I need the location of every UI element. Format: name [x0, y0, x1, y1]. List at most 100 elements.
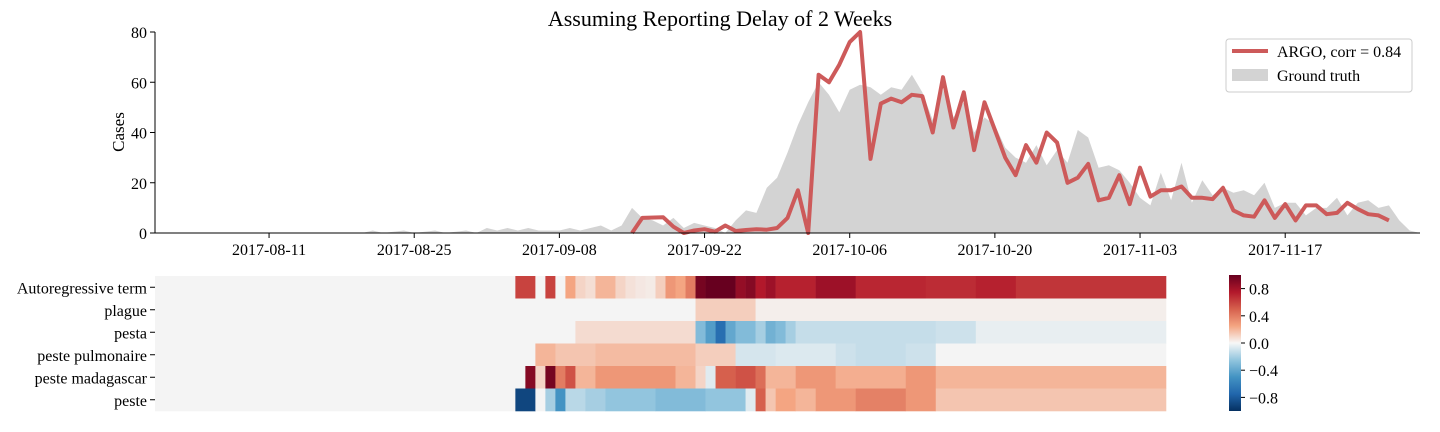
x-tick-label: 2017-11-17	[1248, 242, 1322, 259]
heatmap-cell	[975, 276, 1017, 299]
heatmap-cell	[705, 388, 746, 412]
heatmap-cell	[695, 276, 706, 299]
x-tick-label: 2017-09-22	[667, 242, 742, 259]
heatmap-cell	[765, 276, 776, 299]
heatmap-cell	[715, 321, 726, 344]
heatmap-cell	[905, 388, 937, 412]
heatmap-cell	[605, 388, 656, 412]
heatmap-cell	[575, 276, 586, 299]
heatmap-cell	[695, 343, 736, 367]
heatmap-row-label: plague	[104, 303, 147, 320]
heatmap-cell	[515, 276, 536, 299]
heatmap-cell	[935, 366, 977, 389]
heatmap-cell	[575, 321, 696, 344]
heatmap-cell	[155, 343, 536, 367]
x-tick-label: 2017-10-20	[958, 242, 1033, 259]
heatmap-cell	[905, 343, 937, 367]
heatmap-cell	[155, 388, 516, 412]
heatmap-cell	[735, 321, 756, 344]
heatmap-cell	[755, 366, 766, 389]
heatmap-cell	[595, 276, 616, 299]
x-tick-label: 2017-08-11	[232, 242, 306, 259]
heatmap-cell	[665, 276, 676, 299]
heatmap-cell	[775, 321, 786, 344]
heatmap-cell	[565, 388, 586, 412]
heatmap-cell	[1015, 276, 1167, 299]
legend-argo-label: ARGO, corr = 0.84	[1277, 44, 1401, 61]
heatmap-cell	[755, 321, 766, 344]
y-ticks: 0 20 40 60 80	[131, 25, 155, 243]
heatmap-cell	[695, 298, 756, 322]
heatmap-cell	[975, 388, 1167, 412]
heatmap-cell	[735, 366, 756, 389]
heatmap-cell	[615, 276, 626, 299]
heatmap-cell	[595, 343, 696, 367]
heatmap-cell	[935, 388, 977, 412]
argo-line-layer	[630, 30, 1390, 235]
heatmap-cell	[565, 276, 576, 299]
heatmap-cell	[155, 298, 696, 322]
heatmap-cell	[535, 366, 546, 389]
heatmap-cell	[775, 388, 796, 412]
y-tick-label: 60	[131, 75, 147, 92]
legend: ARGO, corr = 0.84 Ground truth	[1225, 38, 1413, 93]
heatmap-cell	[645, 276, 656, 299]
heatmap-cell	[155, 366, 526, 389]
heatmap-cell	[815, 388, 856, 412]
heatmap-cell	[755, 276, 766, 299]
heatmap-cell	[685, 276, 696, 299]
colorbar-tick-label: 0.4	[1249, 309, 1269, 326]
heatmap-cell	[155, 321, 576, 344]
heatmap-cell	[565, 366, 576, 389]
ground-truth-area	[269, 74, 1420, 233]
heatmap-row-label: Autoregressive term	[17, 280, 148, 297]
heatmap-cell	[625, 276, 636, 299]
heatmap-cell	[635, 276, 646, 299]
x-tick-label: 2017-11-03	[1103, 242, 1177, 259]
heatmap-cell	[795, 388, 816, 412]
heatmap-cell	[705, 366, 716, 389]
y-tick-label: 0	[139, 226, 147, 243]
heatmap-row-label: pesta	[114, 325, 147, 342]
heatmap-cells	[155, 276, 1167, 412]
colorbar-tick-label: 0.8	[1249, 282, 1269, 299]
heatmap-cell	[735, 343, 776, 367]
heatmap-cell	[815, 276, 856, 299]
heatmap-cell	[585, 276, 596, 299]
heatmap-cell	[705, 321, 716, 344]
heatmap-cell	[855, 343, 907, 367]
colorbar-tick-label: −0.8	[1249, 390, 1278, 407]
heatmap-cell	[765, 388, 776, 412]
chart-title: Assuming Reporting Delay of 2 Weeks	[548, 6, 892, 31]
heatmap-row-label: peste madagascar	[35, 370, 148, 387]
x-tick-label: 2017-08-25	[377, 242, 452, 259]
heatmap-cell	[925, 276, 977, 299]
heatmap-cell	[835, 366, 907, 389]
heatmap-cell	[855, 388, 907, 412]
heatmap-cell	[515, 388, 536, 412]
heatmap-cell	[855, 321, 937, 344]
heatmap-cell	[855, 276, 927, 299]
colorbar-tick-label: 0.0	[1249, 336, 1269, 353]
heatmap-cell	[725, 321, 736, 344]
heatmap-cell	[775, 343, 836, 367]
heatmap-cell	[555, 343, 596, 367]
heatmap-cell	[775, 276, 816, 299]
heatmap-cell	[545, 276, 556, 299]
heatmap-cell	[525, 366, 536, 389]
heatmap-cell	[695, 366, 706, 389]
heatmap-row-label: peste	[114, 393, 147, 410]
heatmap-cell	[555, 276, 566, 299]
heatmap-cell	[535, 276, 546, 299]
heatmap-cell	[735, 276, 746, 299]
y-axis-label: Cases	[109, 112, 128, 152]
heatmap-cell	[675, 366, 696, 389]
heatmap-cell	[555, 366, 566, 389]
heatmap: Autoregressive term plague pesta peste pulm…	[17, 276, 1167, 412]
heatmap-cell	[835, 343, 856, 367]
heatmap-cell	[695, 321, 706, 344]
heatmap-cell	[655, 388, 706, 412]
line-chart: Assuming Reporting Delay of 2 Weeks 0 20 4…	[109, 6, 1420, 259]
y-tick-label: 80	[131, 25, 147, 42]
